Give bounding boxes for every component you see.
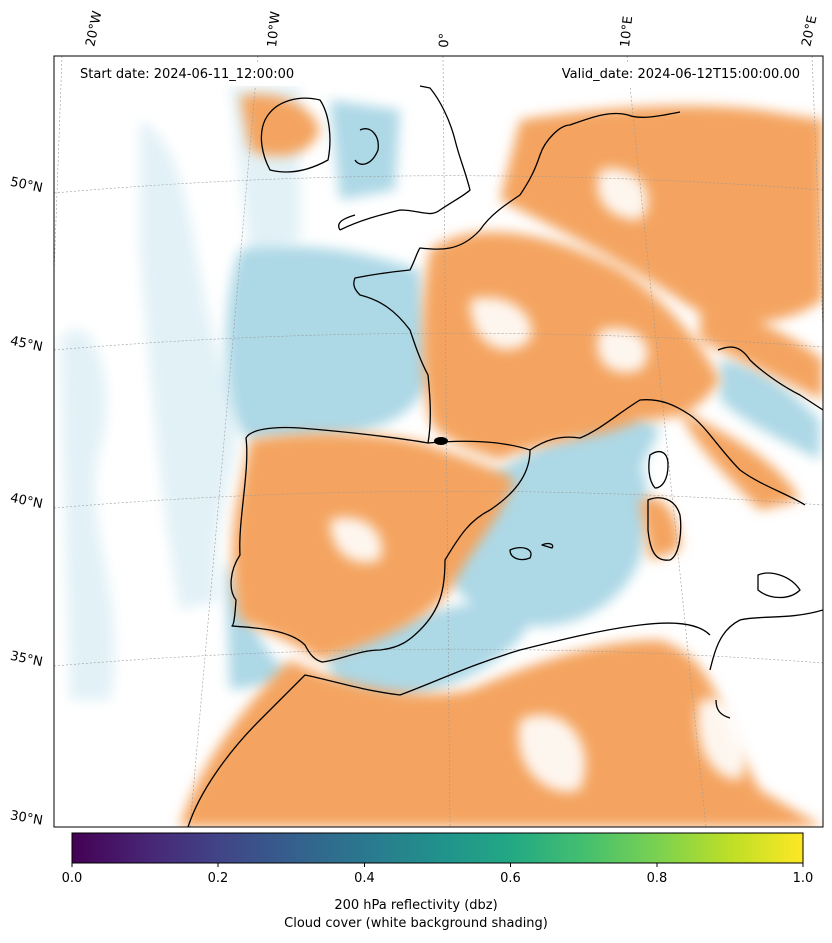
- colorbar-tick-label: 0.8: [646, 871, 668, 886]
- graticule: [54, 56, 823, 827]
- coastlines: [187, 85, 823, 827]
- marker-blob: [434, 437, 448, 445]
- colorbar-tick-label: 0.4: [354, 871, 375, 886]
- colorbar-label-line1: 200 hPa reflectivity (dbz): [334, 898, 498, 913]
- colorbar-tick-label: 1.0: [792, 871, 814, 886]
- colorbar: [71, 832, 804, 864]
- valid-date-label: Valid_date: 2024-06-12T15:00:00.00: [555, 64, 806, 86]
- ocean-cloud-shading: [60, 86, 300, 700]
- colorbar-tick-label: 0.2: [207, 871, 229, 886]
- colorbar-ticks: [71, 863, 804, 867]
- colorbar-tick-label: 0.6: [500, 871, 521, 886]
- start-date-label: Start date: 2024-06-11_12:00:00: [74, 64, 301, 86]
- colorbar-label-line2: Cloud cover (white background shading): [284, 916, 548, 931]
- colorbar-tick-label: 0.0: [61, 871, 83, 886]
- lon-label-0: 0°: [437, 32, 453, 48]
- cloud-cover-gaps: [330, 168, 748, 792]
